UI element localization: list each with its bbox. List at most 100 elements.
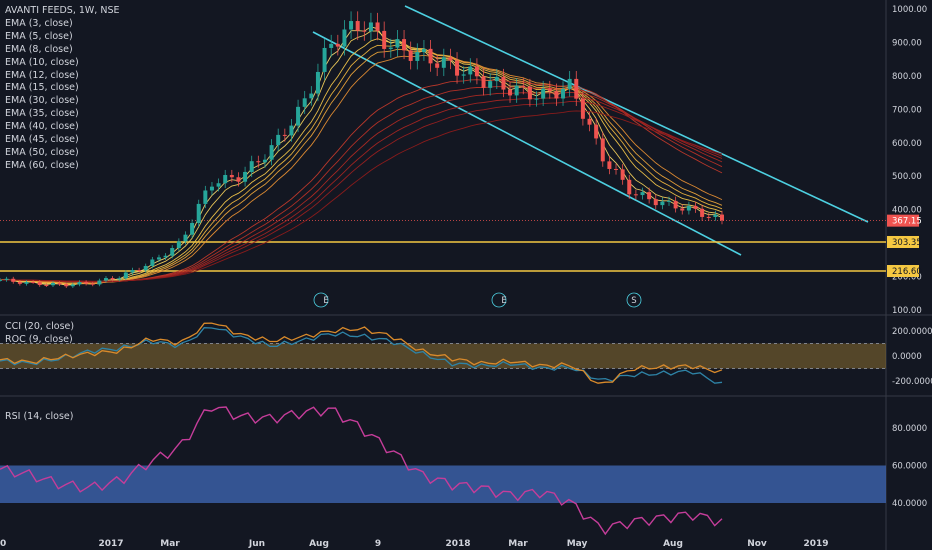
cci-band	[0, 343, 886, 369]
candle-body	[481, 76, 486, 88]
candle-body	[190, 222, 195, 235]
rsi-legend-item[interactable]: RSI (14, close)	[5, 411, 74, 422]
rsi-tick-label: 80.0000	[892, 424, 927, 434]
event-marker	[626, 292, 642, 308]
event-marker	[313, 292, 329, 308]
candle-body	[183, 234, 188, 242]
candle-body	[362, 30, 367, 32]
ema-legend-item[interactable]: EMA (15, close)	[5, 82, 79, 94]
cci-legend-item[interactable]: CCI (20, close)	[5, 321, 75, 332]
candle-body	[282, 134, 287, 136]
candle-body	[11, 278, 16, 282]
candle-body	[170, 248, 175, 256]
candle-body	[667, 200, 672, 202]
time-tick-label: 2017	[98, 539, 123, 549]
candle-body	[90, 283, 95, 285]
candle-body	[382, 30, 387, 49]
ema-legend-item[interactable]: EMA (8, close)	[5, 43, 73, 55]
ema-legend-item[interactable]: EMA (45, close)	[5, 134, 79, 146]
price-tag-label: 367.15	[892, 217, 922, 227]
roc-legend-item[interactable]: ROC (9, close)	[5, 333, 73, 345]
time-tick-label: 2019	[803, 539, 828, 549]
candle-body	[216, 183, 221, 187]
candle-body	[647, 192, 652, 200]
time-tick-label: Aug	[309, 539, 329, 549]
candle-body	[435, 63, 440, 68]
candle-body	[680, 208, 685, 211]
candle-body	[600, 138, 605, 162]
candle-body	[243, 171, 248, 182]
rsi-line	[0, 406, 723, 536]
ema-legend-item[interactable]: EMA (5, close)	[5, 30, 73, 42]
price-tick-label: 900.00	[892, 38, 922, 48]
candle-body	[468, 66, 473, 75]
ema-line-60	[0, 110, 723, 282]
ema-legend-item[interactable]: EMA (40, close)	[5, 121, 79, 133]
cci-tick-label: 200.0000	[892, 327, 932, 337]
candle-body	[229, 174, 234, 178]
candle-body	[256, 161, 261, 163]
cci-legend: CCI (20, close) ROC (9, close)	[5, 321, 74, 347]
candle-body	[686, 205, 691, 211]
candle-body	[673, 200, 678, 209]
candle-body	[428, 48, 433, 64]
event-marker-label: E	[501, 296, 506, 306]
channel-lower-line	[312, 31, 742, 256]
candle-body	[349, 21, 354, 30]
time-axis[interactable]: 0 2017 Mar Jun Aug 9 2018 Mar May Aug Nov 2019	[0, 539, 829, 549]
chart-title: AVANTI FEEDS, 1W, NSE	[5, 5, 120, 16]
price-tick-label: 1000.00	[892, 5, 927, 15]
ema-legend-item[interactable]: EMA (60, close)	[5, 159, 79, 171]
ema-legend-item[interactable]: EMA (12, close)	[5, 69, 79, 81]
candle-body	[176, 241, 181, 249]
candle-body	[441, 57, 446, 68]
candle-body	[17, 281, 22, 284]
ema-legend-item[interactable]: EMA (10, close)	[5, 56, 79, 68]
candle-body	[84, 282, 89, 284]
candle-body	[31, 281, 36, 283]
candle-body	[117, 278, 122, 280]
candle-body	[541, 88, 546, 99]
candle-body	[110, 278, 115, 280]
time-tick-label: Jun	[248, 539, 265, 549]
candle-body	[720, 214, 724, 221]
price-tag-label: 303.35	[892, 238, 922, 248]
candle-body	[262, 159, 267, 163]
time-tick-label: 2018	[445, 539, 470, 549]
price-tick-label: 100.00	[892, 306, 922, 316]
ema-legend-item[interactable]: EMA (30, close)	[5, 95, 79, 107]
ema-legend-item[interactable]: EMA (3, close)	[5, 17, 73, 29]
rsi-band	[0, 465, 886, 503]
time-tick-label: 0	[0, 539, 6, 549]
candle-body	[196, 203, 201, 223]
candle-body	[554, 91, 559, 99]
candle-body	[375, 22, 380, 31]
time-tick-label: Mar	[508, 539, 528, 549]
cci-pane	[0, 322, 886, 384]
candle-body	[342, 29, 347, 47]
candle-body	[289, 125, 294, 136]
candle-body	[633, 194, 638, 196]
candle-body	[474, 66, 479, 77]
event-marker-label: S	[631, 296, 636, 306]
candle-body	[329, 43, 334, 48]
candle-body	[296, 106, 301, 126]
candle-body	[163, 255, 168, 258]
candle-body	[4, 278, 9, 280]
time-tick-label: 9	[375, 539, 381, 549]
ema-legend-item[interactable]: EMA (50, close)	[5, 146, 79, 158]
main-legend: AVANTI FEEDS, 1W, NSE EMA (3, close) EMA…	[5, 5, 119, 173]
candle-body	[209, 186, 214, 191]
ema-legend-item[interactable]: EMA (35, close)	[5, 108, 79, 120]
price-axis[interactable]: 1000.00 900.00 800.00 700.00 600.00 500.00 400…	[887, 5, 932, 509]
candle-body	[302, 98, 307, 107]
candle-body	[514, 85, 519, 96]
event-marker-label: E	[323, 296, 328, 306]
price-tag	[887, 214, 919, 227]
candle-body	[203, 190, 208, 204]
time-tick-label: May	[567, 539, 588, 549]
cci-line	[0, 327, 723, 384]
candle-body	[594, 124, 599, 139]
candle-body	[322, 47, 327, 72]
